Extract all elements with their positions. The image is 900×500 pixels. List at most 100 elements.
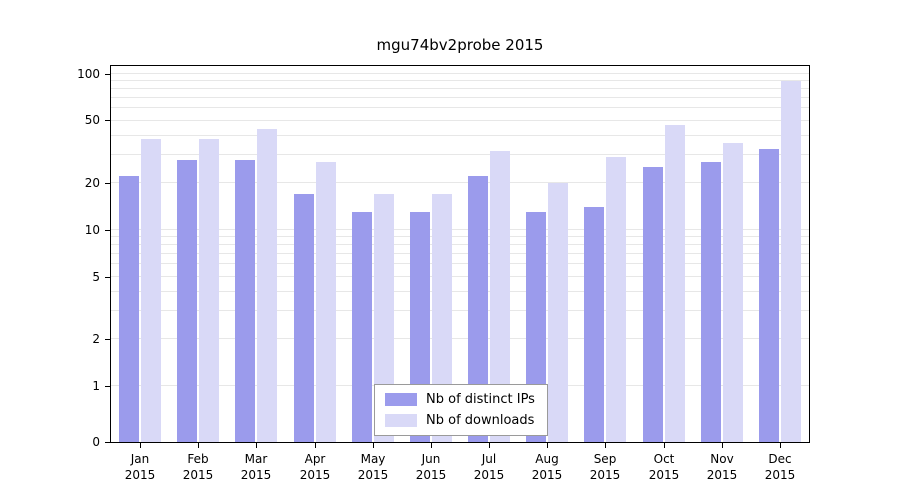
x-axis-year-label: 2015	[240, 468, 272, 483]
x-axis-tick-label: Jan 2015	[108, 451, 172, 483]
bar-ips-apr	[294, 194, 314, 442]
bar-downloads-may	[374, 194, 394, 442]
x-axis-year-label: 2015	[764, 468, 796, 483]
gridline	[111, 275, 809, 277]
gridline	[111, 87, 809, 89]
x-axis-tick-label: Aug 2015	[515, 451, 579, 483]
x-axis-tick-mark	[140, 443, 141, 448]
gridline	[111, 119, 809, 121]
y-axis-tick-mark	[105, 183, 110, 184]
x-axis-tick-mark	[198, 443, 199, 448]
bar-downloads-jul	[490, 151, 510, 442]
bar-downloads-dec	[781, 81, 801, 442]
bar-downloads-nov	[723, 143, 743, 442]
gridline	[111, 243, 809, 245]
bar-ips-mar	[235, 160, 255, 442]
y-axis-tick-label: 1	[92, 379, 100, 393]
bar-ips-oct	[643, 167, 663, 442]
x-axis-tick-label: Jul 2015	[457, 451, 521, 483]
x-axis-year-label: 2015	[706, 468, 738, 483]
x-axis-tick-label: Nov 2015	[690, 451, 754, 483]
x-axis-tick-label: Dec 2015	[748, 451, 812, 483]
gridline	[111, 96, 809, 98]
x-axis-tick-mark	[605, 443, 606, 448]
legend-swatch-distinct-ips	[385, 393, 417, 406]
gridline	[111, 252, 809, 254]
y-axis-tick-mark	[105, 74, 110, 75]
x-axis-year-label: 2015	[531, 468, 563, 483]
x-axis-year-label: 2015	[182, 468, 214, 483]
x-axis-year-label: 2015	[124, 468, 156, 483]
gridline	[111, 72, 809, 74]
y-axis-tick-mark	[105, 120, 110, 121]
y-axis-tick-label: 5	[92, 270, 100, 284]
gridline	[111, 181, 809, 183]
gridline	[111, 107, 809, 109]
x-axis-tick-mark	[722, 443, 723, 448]
legend: Nb of distinct IPs Nb of downloads	[374, 384, 548, 436]
bar-ips-dec	[759, 149, 779, 442]
gridline	[111, 290, 809, 292]
gridline	[111, 310, 809, 312]
x-axis-tick-mark	[315, 443, 316, 448]
bar-downloads-feb	[199, 139, 219, 442]
legend-swatch-downloads	[385, 414, 417, 427]
y-axis-tick-label: 10	[84, 223, 100, 237]
bar-downloads-jun	[432, 194, 452, 442]
x-axis-tick-mark	[489, 443, 490, 448]
y-axis-tick-label: 2	[92, 332, 100, 346]
bar-ips-jul	[468, 176, 488, 442]
x-axis-year-label: 2015	[357, 468, 389, 483]
gridline	[111, 263, 809, 265]
x-axis-tick-mark	[373, 443, 374, 448]
y-axis-tick-mark	[105, 386, 110, 387]
y-axis-tick-label: 0	[92, 435, 100, 449]
y-axis-tick-label: 20	[84, 176, 100, 190]
gridline	[111, 134, 809, 136]
bar-ips-may	[352, 212, 372, 442]
gridline	[111, 235, 809, 237]
chart-title: mgu74bv2probe 2015	[376, 36, 544, 54]
legend-label-downloads: Nb of downloads	[426, 413, 535, 428]
bar-downloads-mar	[257, 129, 277, 442]
x-axis-year-label: 2015	[473, 468, 505, 483]
x-axis-tick-label: Jun 2015	[399, 451, 463, 483]
plot-area: Nb of distinct IPs Nb of downloads	[110, 65, 810, 443]
x-axis-year-label: 2015	[299, 468, 331, 483]
y-axis-tick-mark	[105, 230, 110, 231]
legend-entry-distinct-ips: Nb of distinct IPs	[385, 392, 535, 407]
x-axis-tick-mark	[547, 443, 548, 448]
bar-ips-jan	[119, 176, 139, 442]
x-axis-year-label: 2015	[589, 468, 621, 483]
bar-ips-feb	[177, 160, 197, 442]
x-axis-year-label: 2015	[648, 468, 680, 483]
bar-ips-sep	[584, 207, 604, 442]
legend-entry-downloads: Nb of downloads	[385, 413, 535, 428]
y-axis-tick-label: 50	[84, 113, 100, 127]
x-axis-tick-mark	[780, 443, 781, 448]
x-axis-tick-label: Sep 2015	[573, 451, 637, 483]
bar-downloads-sep	[606, 157, 626, 442]
x-axis-tick-label: Feb 2015	[166, 451, 230, 483]
gridline	[111, 79, 809, 81]
x-axis-tick-label: Oct 2015	[632, 451, 696, 483]
gridline	[111, 228, 809, 230]
gridline	[111, 154, 809, 156]
x-axis-tick-mark	[431, 443, 432, 448]
bar-downloads-oct	[665, 125, 685, 442]
bar-ips-nov	[701, 162, 721, 442]
x-axis-tick-mark	[664, 443, 665, 448]
x-axis-tick-label: Apr 2015	[283, 451, 347, 483]
y-axis-tick-mark	[105, 339, 110, 340]
bar-downloads-aug	[548, 183, 568, 442]
x-axis-tick-label: Mar 2015	[224, 451, 288, 483]
y-axis-tick-label: 100	[77, 67, 100, 81]
y-axis-tick-mark	[105, 277, 110, 278]
bar-downloads-jan	[141, 139, 161, 442]
gridline	[111, 337, 809, 339]
x-axis-tick-label: May 2015	[341, 451, 405, 483]
y-axis-tick-mark	[105, 442, 110, 443]
x-axis-tick-mark	[256, 443, 257, 448]
bar-downloads-apr	[316, 162, 336, 442]
